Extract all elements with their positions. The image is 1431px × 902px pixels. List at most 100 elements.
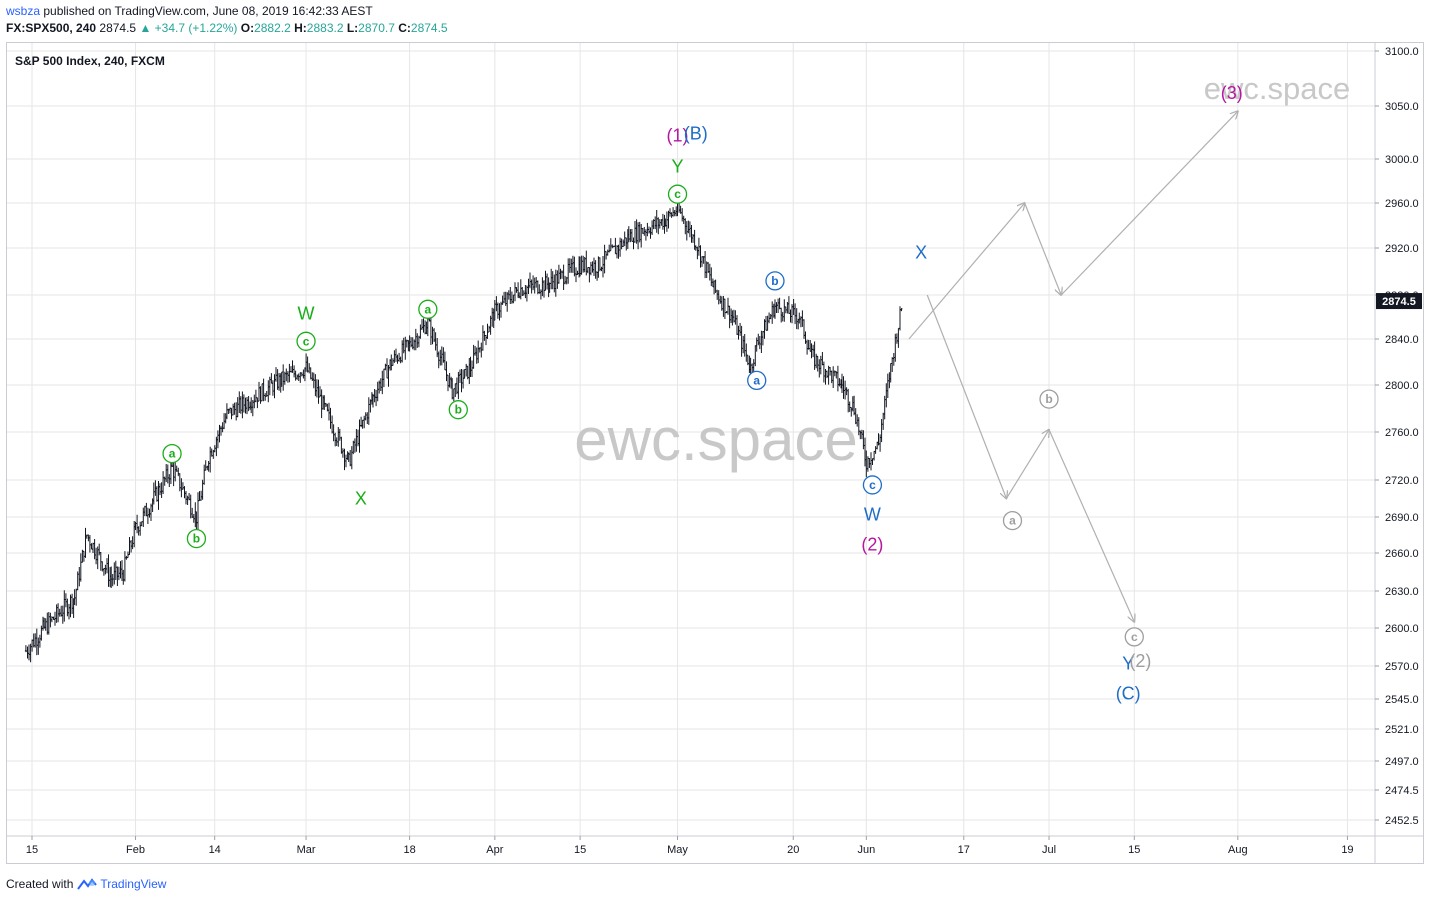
ohlc-bar	[61, 605, 64, 624]
ohlc-bar	[345, 454, 347, 468]
ohlc-bar	[488, 325, 491, 333]
price-tick-label-14: 2570.0	[1385, 661, 1419, 673]
ohlc-bar	[200, 490, 203, 501]
price-tick-label-15: 2545.0	[1385, 694, 1419, 706]
ohlc-bar	[148, 508, 151, 518]
ohlc-bar	[128, 537, 131, 556]
ohlc-bar	[640, 224, 643, 248]
ohlc-bar	[114, 560, 117, 580]
tradingview-link[interactable]: TradingView	[77, 877, 166, 891]
ohlc-bar	[386, 358, 388, 379]
ohlc-bar	[174, 461, 177, 482]
ohlc-bar	[306, 356, 309, 373]
ohlc-bar	[28, 644, 30, 661]
watermark-corner: ewc.space	[1204, 71, 1350, 106]
ohlc-bar	[608, 244, 611, 253]
ohlc-bar	[416, 333, 419, 348]
ohlc-bar	[871, 458, 874, 465]
ohlc-bar	[177, 467, 180, 477]
ohlc-bar	[463, 369, 466, 379]
ohlc-bar	[396, 354, 399, 364]
ohlc-bar	[737, 325, 740, 340]
price-tick-label-8: 2760.0	[1385, 427, 1419, 439]
ohlc-bar	[708, 263, 711, 281]
ohlc-bar	[822, 361, 825, 383]
wave-circle-5	[418, 299, 438, 319]
ohlc-bar	[421, 319, 423, 330]
ohlc-bar	[616, 245, 618, 259]
ohlc-bar	[71, 593, 74, 614]
ohlc-bar	[375, 389, 378, 407]
time-tick-label-5: Apr	[486, 844, 503, 856]
ohlc-bar	[532, 275, 535, 291]
ohlc-bar	[609, 238, 612, 252]
price-chart[interactable]: ewc.spaceewc.spaceabcWXabcY(1)(B)abcW(2)…	[7, 43, 1423, 863]
ohlc-bar	[819, 355, 822, 375]
ohlc-bar	[459, 369, 461, 383]
ohlc-bars	[24, 192, 903, 663]
ohlc-bar	[495, 296, 498, 312]
price-tick-label-19: 2452.5	[1385, 815, 1419, 827]
ohlc-bar	[254, 389, 257, 403]
ohlc-bar	[803, 319, 805, 339]
ohlc-bar	[350, 446, 353, 470]
ohlc-bar	[619, 237, 622, 257]
wave-circle-12	[765, 271, 785, 291]
ohlc-bar	[794, 303, 797, 325]
ohlc-bar	[143, 505, 146, 517]
ohlc-bar	[285, 368, 288, 382]
ohlc-bar	[424, 320, 427, 335]
ohlc-bar	[47, 612, 50, 635]
time-tick-label-10: 17	[958, 844, 970, 856]
ohlc-bar	[557, 264, 560, 284]
ohlc-bar	[78, 567, 81, 587]
ohlc-bar	[239, 396, 242, 414]
wave-circle-6	[448, 400, 468, 420]
ohlc-bar	[57, 603, 60, 623]
ohlc-bar	[603, 244, 606, 274]
ohlc-bar	[567, 258, 570, 284]
ohlc-bar	[198, 491, 201, 502]
author-link[interactable]: wsbza	[6, 4, 41, 18]
ohlc-bar	[296, 374, 299, 380]
last-price-tag-label: 2874.5	[1382, 296, 1416, 308]
ohlc-bar	[765, 316, 767, 331]
open-label: O:	[240, 21, 255, 35]
ohlc-bar	[395, 348, 397, 362]
ohlc-bar	[145, 502, 148, 517]
price-tick-label-11: 2660.0	[1385, 548, 1419, 560]
projection-arrow-1-0	[926, 294, 1006, 499]
ohlc-bar	[512, 294, 515, 304]
time-tick-label-11: Jul	[1042, 844, 1056, 856]
ohlc-bar	[623, 231, 626, 247]
ohlc-bar	[842, 376, 845, 399]
ohlc-bar	[165, 464, 168, 482]
ohlc-bar	[391, 358, 394, 366]
ohlc-bar	[123, 551, 126, 582]
ohlc-bar	[320, 389, 323, 419]
tradingview-brand: TradingView	[100, 877, 167, 891]
symbol-info: FX:SPX500, 240 2874.5 ▲ +34.7 (+1.22%) O…	[6, 21, 448, 35]
ohlc-bar	[349, 450, 352, 467]
ohlc-bar	[795, 308, 798, 330]
ohlc-bar	[723, 298, 726, 319]
ohlc-bar	[452, 388, 455, 402]
ohlc-bar	[31, 639, 34, 652]
ohlc-bar	[486, 323, 489, 339]
ohlc-bar	[353, 438, 356, 453]
wave-label-8: Y	[672, 157, 684, 177]
time-tick-label-14: 19	[1341, 844, 1353, 856]
ohlc-bar	[688, 221, 691, 238]
footer: Created with TradingView	[6, 877, 166, 891]
ohlc-bar	[358, 419, 361, 453]
wave-label-18: b	[1045, 392, 1052, 406]
ohlc-bar	[328, 402, 330, 421]
ohlc-bar	[434, 332, 437, 351]
low-label: L:	[346, 21, 359, 35]
ohlc-bar	[654, 216, 657, 230]
ohlc-bar	[273, 374, 276, 399]
ohlc-bar	[393, 350, 396, 363]
high-value: 2883.2	[306, 21, 344, 35]
ohlc-bar	[35, 628, 38, 656]
